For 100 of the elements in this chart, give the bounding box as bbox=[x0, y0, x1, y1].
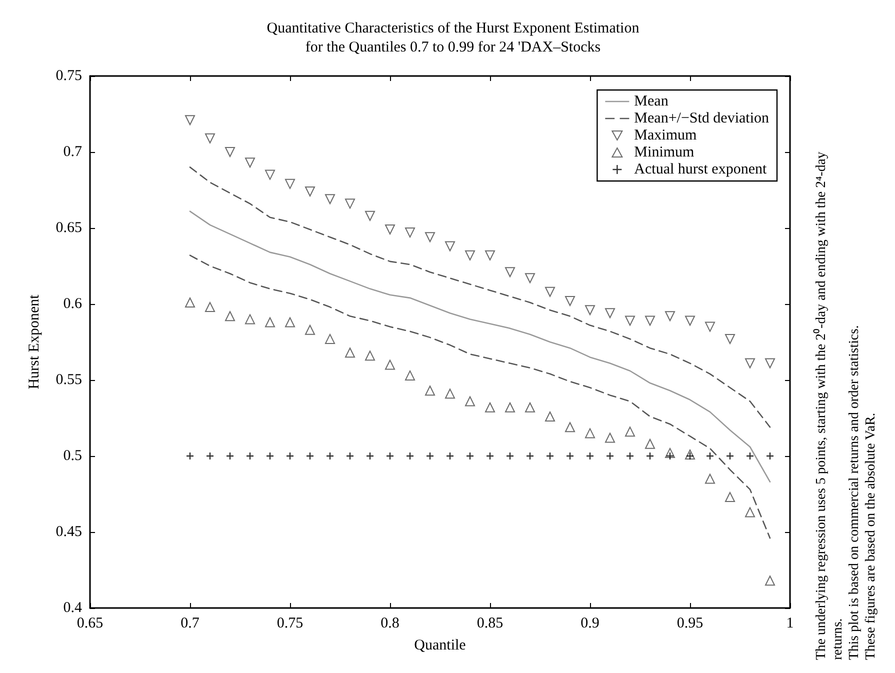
point bbox=[525, 273, 535, 284]
point bbox=[445, 388, 455, 399]
legend-label: Maximum bbox=[634, 128, 698, 144]
point bbox=[225, 147, 235, 157]
point bbox=[186, 452, 194, 460]
point bbox=[465, 250, 475, 260]
point bbox=[465, 396, 475, 406]
point bbox=[265, 170, 275, 180]
point bbox=[666, 452, 674, 460]
point bbox=[525, 402, 535, 412]
x-tick-label: 0.85 bbox=[476, 616, 504, 632]
point bbox=[425, 386, 435, 396]
point bbox=[526, 452, 534, 460]
point bbox=[545, 411, 555, 422]
point bbox=[705, 474, 715, 484]
point bbox=[446, 452, 454, 460]
x-tick-label: 0.9 bbox=[580, 616, 600, 632]
point bbox=[386, 452, 394, 460]
point bbox=[505, 402, 515, 412]
point bbox=[405, 370, 415, 380]
point bbox=[205, 302, 215, 312]
point bbox=[505, 267, 515, 278]
chart-title: Quantitative Characteristics of the Hurst Exponent Estimation for the Quantiles 0.7 to 0.99 for 24 'DAX–Stocks bbox=[266, 20, 640, 56]
point bbox=[645, 316, 655, 326]
point bbox=[385, 360, 395, 370]
y-tick-label: 0.4 bbox=[63, 600, 82, 616]
point bbox=[605, 432, 615, 443]
point bbox=[365, 350, 375, 361]
y-tick-label: 0.5 bbox=[63, 448, 82, 464]
point bbox=[745, 507, 755, 518]
y-axis-title: Hurst Exponent bbox=[26, 294, 42, 390]
point bbox=[405, 228, 415, 238]
point bbox=[625, 316, 635, 326]
point bbox=[346, 452, 354, 460]
point bbox=[585, 305, 595, 316]
point bbox=[765, 358, 775, 368]
point bbox=[745, 358, 755, 368]
point bbox=[305, 324, 315, 335]
point bbox=[285, 178, 295, 189]
point bbox=[486, 452, 494, 460]
point bbox=[345, 348, 355, 358]
point bbox=[565, 422, 575, 432]
point bbox=[625, 426, 635, 437]
point bbox=[586, 452, 594, 460]
point bbox=[365, 210, 375, 221]
x-tick-label: 0.7 bbox=[180, 616, 200, 632]
point bbox=[766, 452, 774, 460]
point bbox=[725, 334, 735, 344]
point bbox=[265, 317, 275, 328]
legend-label: Mean bbox=[634, 94, 669, 110]
point bbox=[286, 452, 294, 460]
point bbox=[245, 158, 255, 168]
point bbox=[645, 438, 655, 449]
point bbox=[385, 224, 395, 235]
legend-label: Mean+/−Std deviation bbox=[634, 110, 770, 126]
point bbox=[425, 232, 435, 242]
line-series bbox=[189, 254, 771, 539]
point bbox=[366, 452, 374, 460]
text: This plot is based on commercial returns and order statistics. bbox=[846, 325, 861, 660]
point bbox=[266, 452, 274, 460]
point bbox=[605, 308, 615, 318]
point bbox=[706, 452, 714, 460]
legend-label: Minimum bbox=[634, 144, 695, 160]
y-tick-label: 0.6 bbox=[63, 296, 82, 312]
point bbox=[245, 314, 255, 324]
point bbox=[746, 452, 754, 460]
point bbox=[205, 133, 215, 144]
point bbox=[705, 322, 715, 332]
point bbox=[606, 452, 614, 460]
point bbox=[226, 452, 234, 460]
point bbox=[305, 186, 315, 197]
point bbox=[406, 452, 414, 460]
point bbox=[466, 452, 474, 460]
point bbox=[185, 115, 195, 126]
x-tick-label: 0.95 bbox=[676, 616, 704, 632]
y-tick-label: 0.75 bbox=[56, 68, 82, 84]
point bbox=[686, 452, 694, 460]
point bbox=[726, 452, 734, 460]
point bbox=[626, 452, 634, 460]
point bbox=[646, 452, 654, 460]
point bbox=[325, 334, 335, 344]
point bbox=[565, 296, 575, 306]
point bbox=[285, 317, 295, 328]
point bbox=[585, 428, 595, 438]
y-tick-label: 0.65 bbox=[56, 220, 82, 236]
line-series bbox=[189, 210, 771, 482]
point bbox=[546, 452, 554, 460]
point bbox=[306, 452, 314, 460]
point bbox=[685, 316, 695, 326]
x-tick-label: 0.75 bbox=[276, 616, 304, 632]
point bbox=[485, 250, 495, 260]
point bbox=[445, 241, 455, 252]
point bbox=[325, 194, 335, 204]
text: These figures are based on the absolute VaR. bbox=[862, 412, 878, 660]
y-tick-label: 0.45 bbox=[56, 524, 82, 540]
legend-label: Actual hurst exponent bbox=[634, 162, 768, 178]
text: The underlying regression uses 5 points, starting with the 2⁰-day and ending with the 2⁴-day returns. bbox=[812, 148, 844, 660]
x-tick-label: 0.65 bbox=[76, 616, 104, 632]
point bbox=[665, 311, 675, 322]
point bbox=[246, 452, 254, 460]
